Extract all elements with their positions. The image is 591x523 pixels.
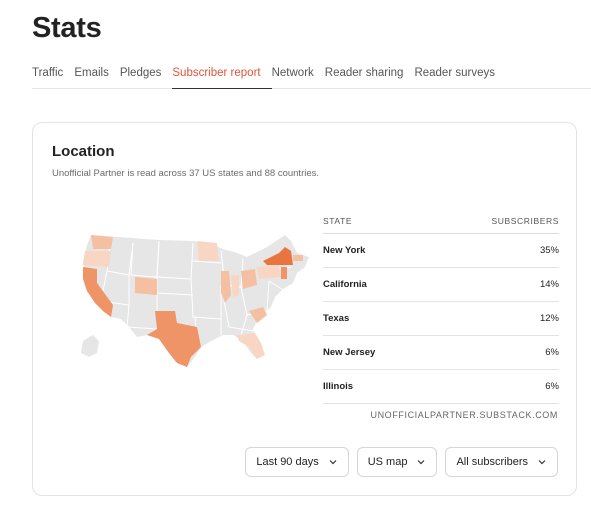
state-colorado <box>135 277 157 295</box>
column-state: STATE <box>323 215 353 226</box>
state-illinois <box>221 271 231 303</box>
location-title: Location <box>52 143 115 160</box>
page-title: Stats <box>32 12 102 44</box>
audience-label: All subscribers <box>456 456 528 468</box>
row-percentage: 35% <box>539 245 559 256</box>
state-indiana <box>231 275 239 297</box>
us-map-highlights <box>83 235 303 367</box>
chevron-down-icon <box>538 460 546 465</box>
row-state: Texas <box>323 313 350 324</box>
map-controls: Last 90 days US map All subscribers <box>245 447 558 477</box>
tab-reader-sharing[interactable]: Reader sharing <box>324 67 404 79</box>
row-percentage: 6% <box>545 381 559 392</box>
tab-emails[interactable]: Emails <box>74 67 109 79</box>
table-header: STATE SUBSCRIBERS <box>323 208 559 234</box>
stats-tabs: Traffic Emails Pledges Subscriber report… <box>32 65 591 89</box>
table-row: California 14% <box>323 268 559 302</box>
date-range-dropdown[interactable]: Last 90 days <box>245 447 349 477</box>
state-texas <box>147 311 201 367</box>
row-state: New Jersey <box>323 347 376 358</box>
state-florida <box>237 333 265 359</box>
table-row: New York 35% <box>323 234 559 268</box>
column-subscribers: SUBSCRIBERS <box>491 215 559 226</box>
row-percentage: 14% <box>539 279 559 290</box>
state-oregon <box>83 251 111 267</box>
state-pennsylvania <box>257 265 281 279</box>
map-view-label: US map <box>367 456 408 468</box>
us-map <box>81 235 309 367</box>
date-range-label: Last 90 days <box>256 456 319 468</box>
row-state: California <box>323 279 367 290</box>
table-row: Texas 12% <box>323 302 559 336</box>
location-subtitle: Unofficial Partner is read across 37 US … <box>52 168 320 179</box>
row-percentage: 6% <box>545 347 559 358</box>
row-state: Illinois <box>323 381 354 392</box>
state-washington <box>91 235 113 249</box>
state-minnesota <box>197 241 219 261</box>
location-table: STATE SUBSCRIBERS New York 35% Californi… <box>323 208 559 404</box>
publication-url: UNOFFICIALPARTNER.SUBSTACK.COM <box>370 410 558 420</box>
row-state: New York <box>323 245 366 256</box>
state-ohio <box>241 269 257 289</box>
table-row: New Jersey 6% <box>323 336 559 370</box>
state-massachusetts <box>293 255 303 261</box>
table-row: Illinois 6% <box>323 370 559 404</box>
state-california <box>83 267 113 317</box>
chevron-down-icon <box>418 460 425 465</box>
location-card: Location Unofficial Partner is read acro… <box>32 122 577 496</box>
row-percentage: 12% <box>539 313 559 324</box>
state-south-carolina <box>249 307 267 323</box>
tab-reader-surveys[interactable]: Reader surveys <box>414 67 495 79</box>
state-new-jersey <box>281 267 287 279</box>
map-view-dropdown[interactable]: US map <box>356 447 438 477</box>
tab-subscriber-report[interactable]: Subscriber report <box>172 65 272 89</box>
tab-network[interactable]: Network <box>271 67 314 79</box>
audience-dropdown[interactable]: All subscribers <box>445 447 558 477</box>
chevron-down-icon <box>329 460 337 465</box>
tab-traffic[interactable]: Traffic <box>32 67 64 79</box>
state-new-york <box>263 247 293 265</box>
tab-pledges[interactable]: Pledges <box>119 67 162 79</box>
